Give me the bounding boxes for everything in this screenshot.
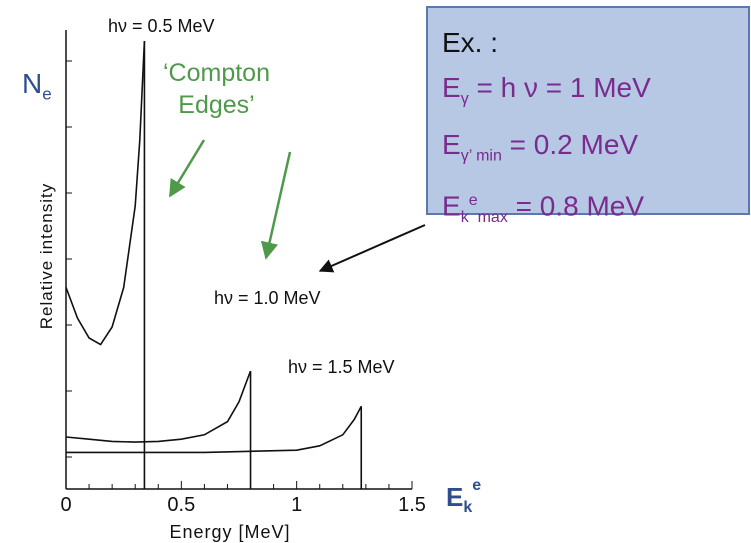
example-box: Ex. : Eγ = h ν = 1 MeV Eγ’ min = 0.2 MeV… <box>426 6 750 226</box>
series-line <box>65 370 252 443</box>
x-axis-label: Energy [MeV] <box>169 522 290 542</box>
ek-label: Eke <box>446 477 482 517</box>
ne-label: Ne <box>22 68 52 104</box>
compton-edges-label: ‘Compton Edges’ <box>163 57 270 121</box>
example-line-1: Eγ = h ν = 1 MeV <box>442 72 651 108</box>
series-label: hν = 1.0 MeV <box>214 288 321 308</box>
example-title: Ex. : <box>442 27 499 58</box>
compton-arrow-2 <box>260 151 292 260</box>
y-axis-label: Relative intensity <box>37 183 56 330</box>
x-tick-label: 1 <box>291 494 302 516</box>
arrows <box>168 139 426 273</box>
example-line-2: Eγ’ min = 0.2 MeV <box>442 128 639 165</box>
series-line <box>66 405 363 454</box>
axes <box>65 30 413 490</box>
series-label: hν = 0.5 MeV <box>108 16 215 36</box>
x-tick-label: 0.5 <box>167 494 195 516</box>
compton-arrow-1 <box>168 139 206 198</box>
example-arrow <box>318 224 426 273</box>
x-tick-label: 1.5 <box>398 494 426 516</box>
compton-line-2: Edges’ <box>178 91 255 119</box>
curves <box>65 40 363 489</box>
chart-texts: 0 0.5 1 1.5 Energy [MeV] Relative intensity hν… <box>37 16 426 542</box>
x-tick-label: 0 <box>60 494 71 516</box>
series-line <box>65 40 146 346</box>
compton-line-1: ‘Compton <box>163 59 270 87</box>
series-label: hν = 1.5 MeV <box>288 357 395 377</box>
example-line-3: Ekemax = 0.8 MeV <box>442 190 645 227</box>
